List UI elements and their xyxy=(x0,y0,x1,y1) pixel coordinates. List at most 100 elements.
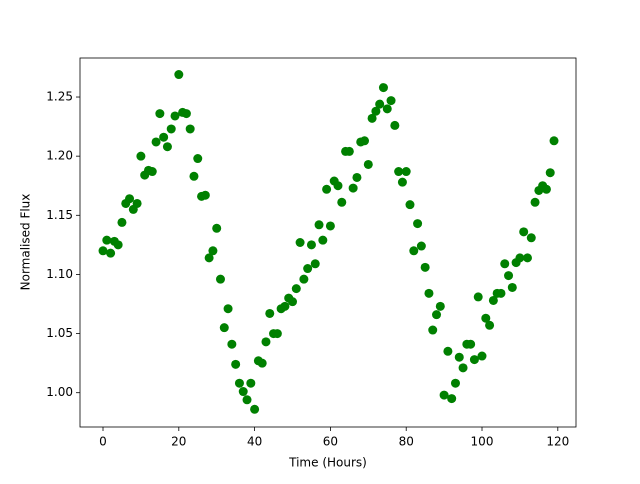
data-point xyxy=(485,320,495,330)
data-point xyxy=(113,240,123,250)
data-point xyxy=(314,220,324,230)
data-point xyxy=(375,99,385,109)
data-point xyxy=(219,323,229,333)
data-point xyxy=(447,394,457,404)
data-point xyxy=(344,146,354,156)
data-point xyxy=(504,271,514,281)
data-point xyxy=(325,221,335,231)
data-point xyxy=(246,378,256,388)
data-point xyxy=(257,358,267,368)
data-point xyxy=(242,395,252,405)
y-tick-label: 1.00 xyxy=(46,385,73,399)
data-point xyxy=(303,264,313,274)
y-tick-label: 1.25 xyxy=(46,90,73,104)
data-point xyxy=(272,329,282,339)
data-point xyxy=(174,70,184,80)
data-point xyxy=(189,171,199,181)
data-point xyxy=(390,120,400,130)
data-point xyxy=(117,217,127,227)
data-point xyxy=(386,96,396,106)
data-point xyxy=(405,200,415,210)
data-point xyxy=(424,288,434,298)
data-point xyxy=(166,124,176,134)
data-point xyxy=(193,154,203,164)
y-tick-label: 1.15 xyxy=(46,208,73,222)
data-point xyxy=(466,339,476,349)
data-point xyxy=(519,227,529,237)
x-tick-label: 40 xyxy=(247,435,262,449)
data-point xyxy=(261,337,271,347)
data-point xyxy=(496,288,506,298)
data-point xyxy=(378,83,388,93)
data-point xyxy=(185,124,195,134)
data-point xyxy=(416,241,426,251)
data-point xyxy=(435,301,445,311)
data-point xyxy=(401,167,411,177)
y-axis-label: Normalised Flux xyxy=(19,194,33,291)
data-point xyxy=(234,378,244,388)
data-point xyxy=(541,184,551,194)
data-point xyxy=(367,113,377,123)
data-point xyxy=(420,262,430,272)
data-point xyxy=(394,167,404,177)
data-point xyxy=(295,238,305,247)
data-point xyxy=(363,159,373,169)
data-point xyxy=(238,387,248,397)
data-point xyxy=(265,308,275,318)
data-point xyxy=(545,168,555,178)
data-point xyxy=(348,183,358,193)
data-point xyxy=(432,310,442,320)
data-point xyxy=(288,297,298,307)
x-tick-label: 0 xyxy=(99,435,107,449)
data-point xyxy=(227,339,237,349)
data-point xyxy=(397,177,407,187)
data-point xyxy=(102,235,112,245)
data-point xyxy=(215,274,225,284)
data-point xyxy=(488,295,498,305)
data-point xyxy=(98,246,108,256)
x-tick-label: 80 xyxy=(399,435,414,449)
x-tick-label: 120 xyxy=(546,435,569,449)
data-point xyxy=(382,104,392,114)
data-point xyxy=(549,136,559,146)
data-point xyxy=(159,132,169,142)
data-point xyxy=(458,363,468,373)
data-point xyxy=(162,142,172,152)
data-point xyxy=(500,259,510,269)
data-point xyxy=(318,235,328,245)
data-point xyxy=(522,253,532,263)
data-point xyxy=(204,253,214,263)
data-point xyxy=(250,404,260,414)
data-point xyxy=(481,313,491,323)
data-point xyxy=(409,246,419,256)
data-point xyxy=(450,378,460,388)
data-point xyxy=(132,198,142,208)
data-point xyxy=(413,219,423,229)
data-point xyxy=(360,136,370,146)
x-tick-label: 60 xyxy=(323,435,338,449)
data-point xyxy=(212,223,222,233)
data-point xyxy=(371,106,381,116)
data-point xyxy=(477,351,487,361)
x-axis-label: Time (Hours) xyxy=(288,456,367,470)
data-point xyxy=(147,167,157,177)
data-point xyxy=(125,194,135,204)
data-point xyxy=(443,346,453,356)
data-point xyxy=(280,301,290,311)
data-point xyxy=(454,352,464,362)
data-point xyxy=(333,181,343,191)
data-point xyxy=(530,197,540,207)
axes-frame xyxy=(79,57,577,428)
data-point xyxy=(507,282,517,292)
data-point xyxy=(200,190,210,200)
plot-area xyxy=(80,58,576,427)
data-point xyxy=(155,109,165,119)
data-point xyxy=(181,109,191,119)
data-point xyxy=(310,259,320,269)
data-point xyxy=(439,390,449,400)
data-point xyxy=(473,292,483,302)
data-point xyxy=(352,172,362,182)
data-point xyxy=(515,253,525,263)
data-point xyxy=(526,233,536,243)
